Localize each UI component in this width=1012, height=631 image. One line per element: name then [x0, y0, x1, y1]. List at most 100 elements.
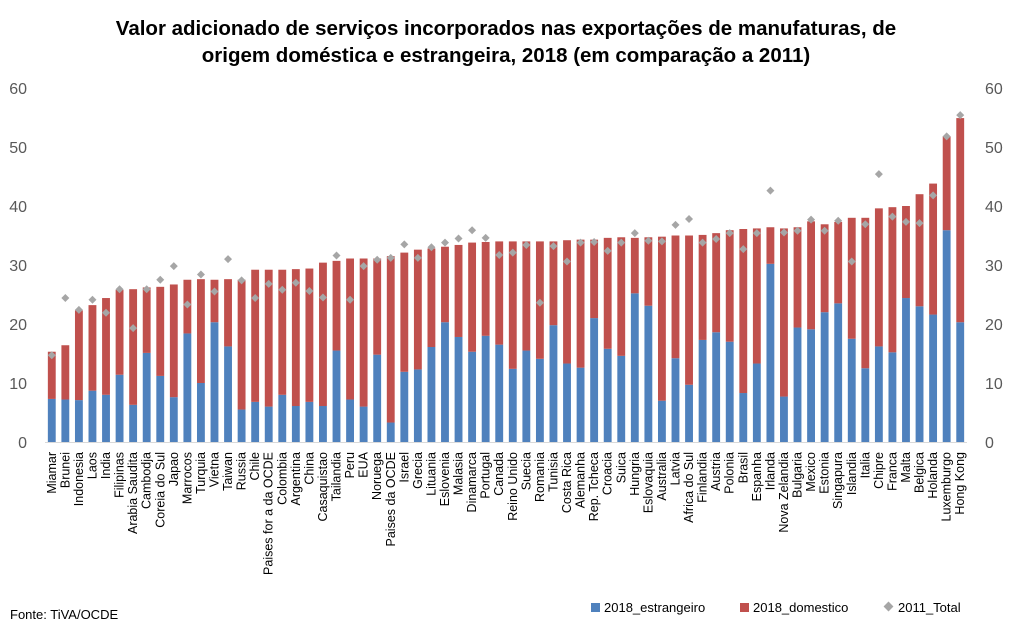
x-tick-label: Laos	[85, 452, 99, 479]
x-tick-label: EUA	[357, 451, 371, 477]
bar-estrangeiro	[617, 355, 626, 442]
bar-domestico	[373, 258, 382, 355]
marker-2011-total	[47, 351, 56, 360]
bar-estrangeiro	[61, 399, 70, 442]
x-tick-label: Costa Rica	[560, 452, 574, 513]
bar-domestico	[427, 248, 436, 348]
x-tick-label: Africa do Sul	[682, 452, 696, 523]
bar-estrangeiro	[902, 298, 910, 442]
bar-estrangeiro	[74, 400, 83, 442]
x-tick-label: Eslovaquia	[641, 452, 655, 513]
marker-2011-total	[142, 285, 151, 294]
bar-domestico	[752, 228, 761, 364]
x-tick-label: Paises for a da OCDE	[262, 452, 276, 575]
bar-domestico	[61, 345, 70, 400]
bar-domestico	[847, 217, 856, 339]
marker-2011-total	[698, 238, 707, 247]
marker-2011-total	[847, 257, 856, 266]
bar-estrangeiro	[671, 358, 680, 442]
bar-estrangeiro	[644, 305, 653, 442]
bar-domestico	[563, 240, 571, 364]
bar-estrangeiro	[413, 369, 422, 442]
x-tick-label: Israel	[397, 452, 411, 483]
marker-2011-total	[115, 285, 124, 294]
bar-domestico	[915, 194, 924, 307]
y-tick-label-left: 30	[9, 258, 27, 275]
y-tick-label-left: 40	[9, 199, 27, 216]
bar-domestico	[441, 246, 449, 323]
bar-estrangeiro	[576, 367, 585, 442]
x-tick-label: Turquia	[194, 452, 208, 494]
bar-estrangeiro	[481, 335, 490, 442]
x-tick-label: Austria	[709, 452, 723, 491]
marker-2011-total	[183, 300, 192, 309]
marker-2011-total	[603, 246, 612, 255]
bar-domestico	[47, 351, 56, 399]
x-tick-label: Japao	[167, 452, 181, 486]
bar-domestico	[861, 217, 870, 369]
bar-domestico	[224, 279, 232, 347]
bar-domestico	[169, 284, 178, 398]
marker-2011-total	[535, 298, 544, 307]
bar-domestico	[115, 289, 124, 375]
x-tick-label: Chipre	[872, 452, 886, 489]
marker-2011-total	[942, 132, 951, 141]
bar-estrangeiro	[942, 230, 951, 442]
bar-domestico	[210, 279, 219, 323]
x-tick-label: Islandia	[845, 452, 859, 495]
bar-domestico	[549, 241, 558, 326]
y-tick-label-right: 50	[985, 140, 1003, 157]
x-tick-label: Rep. Tcheca	[587, 452, 601, 521]
marker-2011-total	[630, 229, 639, 238]
marker-2011-total	[400, 240, 409, 249]
marker-2011-total	[278, 285, 287, 294]
x-tick-label: Noruega	[370, 452, 384, 500]
legend-label-2011-total: 2011_Total	[898, 600, 961, 615]
x-tick-label: India	[99, 452, 113, 479]
bar-estrangeiro	[386, 422, 395, 442]
marker-2011-total	[834, 216, 843, 225]
bar-estrangeiro	[847, 338, 856, 442]
marker-2011-total	[644, 236, 653, 245]
bar-estrangeiro	[400, 371, 409, 442]
marker-2011-total	[156, 275, 165, 284]
x-tick-label: Peru	[343, 452, 357, 478]
y-tick-label-right: 60	[985, 81, 1003, 98]
bar-estrangeiro	[359, 406, 368, 442]
legend-label-estrangeiro: 2018_estrangeiro	[604, 600, 705, 615]
bar-domestico	[468, 242, 477, 352]
marker-2011-total	[129, 324, 138, 333]
bar-estrangeiro	[685, 384, 693, 442]
marker-2011-total	[332, 251, 341, 260]
bar-estrangeiro	[807, 329, 815, 442]
bar-estrangeiro	[183, 333, 192, 442]
bar-estrangeiro	[739, 393, 748, 442]
marker-2011-total	[590, 237, 599, 246]
bar-domestico	[400, 252, 409, 372]
marker-2011-total	[820, 226, 829, 235]
bar-estrangeiro	[752, 363, 761, 442]
x-tick-label: Suecia	[519, 452, 533, 490]
bar-estrangeiro	[929, 314, 938, 442]
marker-2011-total	[481, 233, 490, 242]
bar-domestico	[319, 262, 327, 407]
x-tick-label: Colombia	[275, 452, 289, 505]
bar-domestico	[129, 289, 138, 405]
bar-estrangeiro	[698, 339, 707, 442]
bar-estrangeiro	[305, 401, 314, 442]
bar-estrangeiro	[210, 322, 219, 442]
x-tick-label: Finlandia	[696, 452, 710, 503]
x-tick-label: Portugal	[479, 452, 493, 499]
bar-estrangeiro	[834, 303, 843, 442]
x-tick-label: Malta	[899, 452, 913, 483]
bar-estrangeiro	[603, 348, 612, 442]
bar-domestico	[278, 269, 287, 395]
y-tick-label-right: 0	[985, 435, 994, 452]
marker-2011-total	[74, 305, 83, 314]
x-tick-label: Taiwan	[221, 452, 235, 491]
y-tick-label-right: 20	[985, 317, 1003, 334]
x-tick-label: Tailandia	[330, 452, 344, 501]
bar-domestico	[698, 234, 707, 340]
x-tick-label: Polonia	[723, 452, 737, 494]
bar-domestico	[74, 310, 83, 401]
